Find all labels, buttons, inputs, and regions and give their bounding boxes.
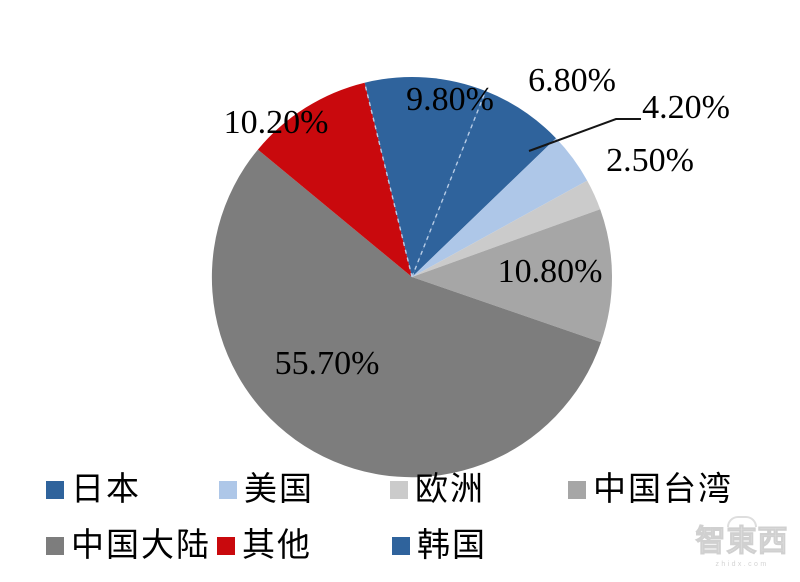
legend-swatch-others (217, 537, 235, 555)
pie-slice-usa (412, 138, 588, 277)
slice-label-taiwan: 10.80% (497, 253, 603, 290)
legend-item-korea: 韩国 (392, 528, 487, 564)
watermark-brand: 智東西 (695, 525, 789, 559)
legend-swatch-europe (390, 481, 408, 499)
leader-line-usa-label (528, 118, 641, 152)
legend-label-others: 其他 (242, 527, 312, 564)
legend-item-europe: 欧洲 (390, 472, 485, 508)
pie-slice-japan (364, 76, 486, 277)
slice-label-others: 10.20% (223, 104, 329, 141)
legend-swatch-japan (46, 481, 64, 499)
legend-item-japan: 日本 (46, 472, 141, 508)
slice-label-mainland-china: 55.70% (274, 345, 380, 382)
legend-item-usa: 美国 (219, 472, 314, 508)
watermark: 智東西 zhidx.com (686, 516, 798, 568)
legend-label-japan: 日本 (71, 471, 141, 508)
legend-swatch-taiwan (568, 481, 586, 499)
legend-item-mainland-china: 中国大陆 (46, 528, 211, 564)
legend-swatch-usa (219, 481, 237, 499)
legend-item-others: 其他 (217, 528, 312, 564)
watermark-domain: zhidx.com (715, 561, 769, 568)
slice-separator-line (411, 90, 487, 278)
legend-label-europe: 欧洲 (415, 471, 485, 508)
legend-label-usa: 美国 (244, 471, 314, 508)
slice-separator-line (363, 82, 413, 278)
legend-item-taiwan: 中国台湾 (568, 472, 733, 508)
legend-label-mainland-china: 中国大陆 (71, 527, 211, 564)
legend-label-taiwan: 中国台湾 (593, 471, 733, 508)
pie-slice-others (257, 82, 412, 277)
watermark-arc-icon (727, 516, 757, 527)
pie-slice-taiwan (412, 209, 613, 343)
slice-label-korea: 6.80% (528, 62, 616, 99)
legend-label-korea: 韩国 (417, 527, 487, 564)
pie-slice-europe (412, 180, 601, 277)
legend-swatch-mainland-china (46, 537, 64, 555)
slice-label-japan: 9.80% (406, 81, 494, 118)
legend-swatch-korea (392, 537, 410, 555)
slice-label-europe: 2.50% (606, 142, 694, 179)
pie-slice-korea (412, 91, 556, 277)
pie-slice-mainland-china (211, 149, 601, 478)
slice-label-usa: 4.20% (642, 89, 730, 126)
